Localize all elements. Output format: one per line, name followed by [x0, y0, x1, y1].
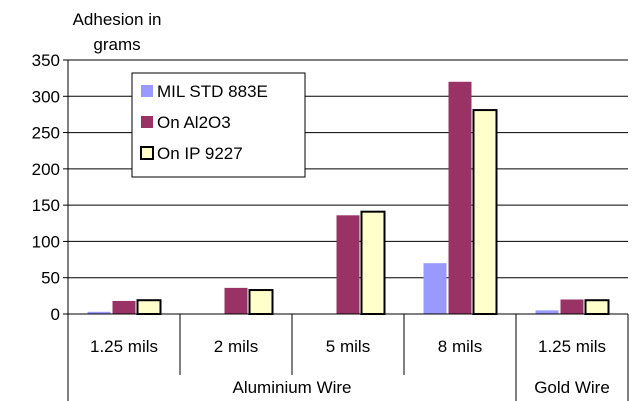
y-axis-label-line-2: grams [93, 35, 140, 54]
bar [136, 299, 162, 315]
legend-label: MIL STD 883E [157, 82, 268, 101]
y-tick-label: 200 [32, 160, 60, 179]
bar [360, 210, 386, 315]
x-axis-labels: 1.25 mils 2 mils 5 mils 8 mils 1.25 mils Alum… [67, 314, 629, 401]
bar [584, 299, 610, 315]
legend-box [131, 72, 306, 178]
y-tick-label: 0 [51, 305, 60, 324]
legend-swatch [140, 146, 154, 160]
bar [535, 310, 559, 314]
bar [423, 263, 447, 314]
bar [248, 289, 274, 315]
group-label: Gold Wire [534, 378, 610, 397]
axes [67, 60, 628, 315]
x-tick-label: 5 mils [326, 337, 370, 356]
y-tick-label: 300 [32, 87, 60, 106]
bars [87, 81, 610, 316]
bar [336, 215, 360, 314]
x-tick-label: 2 mils [214, 337, 258, 356]
y-tick-label: 350 [32, 51, 60, 70]
y-axis-label-line-1: Adhesion in [73, 10, 162, 29]
legend-swatch [141, 85, 153, 97]
y-ticks: 0 50 100 150 200 250 300 350 [32, 51, 68, 324]
y-tick-label: 150 [32, 196, 60, 215]
y-tick-label: 50 [41, 269, 60, 288]
bar [112, 300, 136, 314]
y-tick-label: 250 [32, 124, 60, 143]
legend-label: On Al2O3 [157, 113, 231, 132]
bar [472, 109, 498, 316]
legend-swatch [141, 116, 153, 128]
x-tick-label: 1.25 mils [538, 337, 606, 356]
x-tick-label: 1.25 mils [90, 337, 158, 356]
group-label: Aluminium Wire [232, 378, 351, 397]
bar [560, 299, 584, 314]
bar [448, 81, 472, 315]
legend: MIL STD 883E On Al2O3 On IP 9227 [131, 72, 306, 178]
x-tick-label: 8 mils [438, 337, 482, 356]
bar [87, 311, 111, 314]
legend-label: On IP 9227 [157, 144, 243, 163]
y-tick-label: 100 [32, 232, 60, 251]
bar [224, 287, 248, 314]
